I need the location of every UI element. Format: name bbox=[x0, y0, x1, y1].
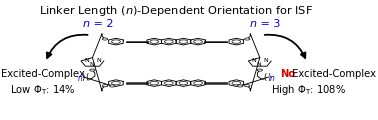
Circle shape bbox=[110, 85, 115, 87]
Text: Low $\Phi_\mathrm{T}$: 14%: Low $\Phi_\mathrm{T}$: 14% bbox=[10, 83, 76, 97]
Text: N: N bbox=[263, 58, 268, 63]
Text: ): ) bbox=[81, 73, 84, 82]
Text: $n$: $n$ bbox=[82, 19, 90, 29]
Circle shape bbox=[245, 85, 250, 87]
Text: $n$: $n$ bbox=[77, 75, 84, 84]
Circle shape bbox=[90, 69, 95, 71]
Circle shape bbox=[257, 69, 262, 71]
Text: High $\Phi_\mathrm{T}$: 108%: High $\Phi_\mathrm{T}$: 108% bbox=[271, 83, 346, 97]
Text: (: ( bbox=[263, 73, 267, 82]
Text: Linker Length ($n$)-Dependent Orientation for ISF: Linker Length ($n$)-Dependent Orientatio… bbox=[39, 4, 313, 18]
Text: No: No bbox=[280, 69, 295, 79]
Text: = 2: = 2 bbox=[90, 19, 114, 29]
Text: N: N bbox=[251, 58, 256, 63]
Text: $n$: $n$ bbox=[249, 19, 257, 29]
Text: Excited-Complex: Excited-Complex bbox=[1, 69, 85, 79]
Circle shape bbox=[102, 85, 108, 87]
Text: Excited-Complex: Excited-Complex bbox=[289, 69, 376, 79]
Circle shape bbox=[245, 38, 250, 40]
Text: N: N bbox=[90, 62, 94, 67]
Text: $n$: $n$ bbox=[269, 75, 275, 84]
Text: (: ( bbox=[85, 73, 89, 82]
Text: ): ) bbox=[268, 73, 271, 82]
Circle shape bbox=[237, 85, 243, 87]
Text: N: N bbox=[257, 62, 262, 67]
Text: = 3: = 3 bbox=[257, 19, 281, 29]
Text: N: N bbox=[96, 58, 101, 63]
Circle shape bbox=[102, 38, 108, 40]
Text: N: N bbox=[84, 58, 89, 63]
